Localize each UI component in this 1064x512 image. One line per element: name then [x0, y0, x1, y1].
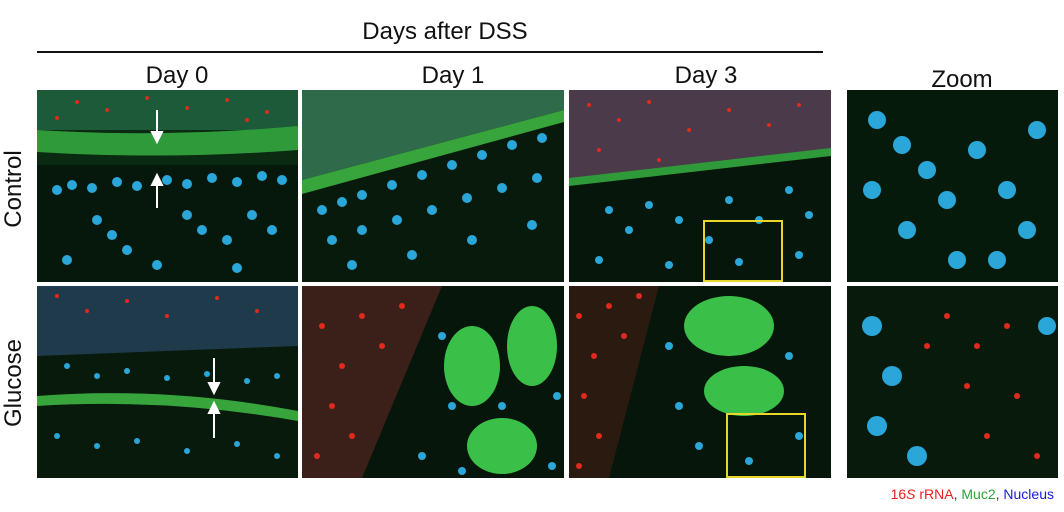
title-underline — [37, 51, 823, 53]
image-control-day3 — [569, 90, 831, 282]
figure-title: Days after DSS — [362, 18, 528, 45]
image-glucose-day3 — [569, 286, 831, 478]
legend-muc2: Muc2 — [961, 486, 996, 502]
image-control-day1 — [302, 90, 564, 282]
image-glucose-zoom — [847, 286, 1058, 478]
image-glucose-day1 — [302, 286, 564, 478]
image-glucose-day0 — [37, 286, 298, 478]
zoom-region-box — [703, 220, 783, 282]
column-label-day0: Day 0 — [145, 62, 209, 89]
column-label-day3: Day 3 — [674, 62, 738, 89]
legend-nucleus: Nucleus — [1003, 486, 1054, 502]
row-label-glucose: Glucose — [0, 338, 27, 428]
image-control-day0 — [37, 90, 298, 282]
zoom-region-box — [726, 413, 806, 478]
row-label-control: Control — [0, 150, 27, 228]
legend-rrna: 16S rRNA — [890, 486, 954, 502]
legend: 16S rRNA, Muc2, Nucleus — [890, 486, 1054, 502]
column-label-day1: Day 1 — [421, 62, 485, 89]
column-label-zoom: Zoom — [931, 66, 993, 93]
image-control-zoom — [847, 90, 1058, 282]
